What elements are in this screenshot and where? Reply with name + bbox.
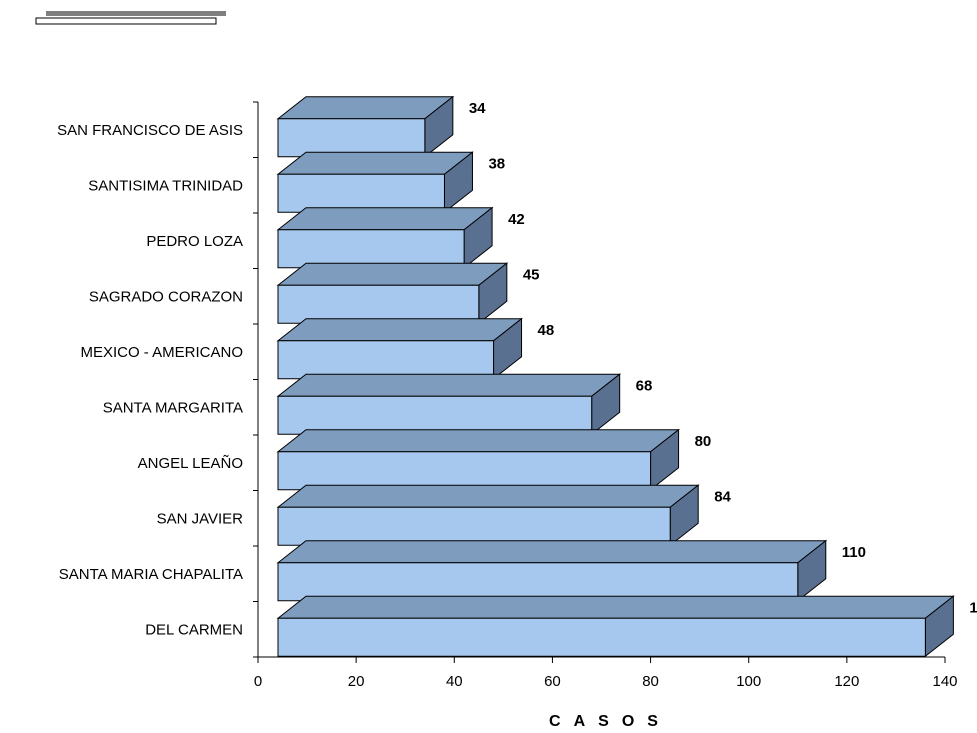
bar: [276, 151, 474, 214]
bar-top-face: [276, 429, 681, 453]
data-label: 38: [488, 155, 505, 172]
value-labels: 34 38 42 45 48 68 80 84 110 136: [469, 100, 977, 617]
x-tick-label: 140: [932, 673, 957, 690]
bar-front-face: [277, 173, 445, 213]
x-tick-label: 100: [736, 673, 761, 690]
data-label: 48: [538, 322, 555, 339]
data-label: 68: [636, 377, 653, 394]
category-label: SANTA MARGARITA: [103, 399, 243, 416]
data-label: 136: [969, 599, 977, 616]
data-label: 80: [695, 433, 712, 450]
bar: [276, 539, 828, 602]
category-label: DEL CARMEN: [145, 621, 243, 638]
data-label: 42: [508, 211, 525, 228]
category-label: SAGRADO CORAZON: [89, 288, 243, 305]
bar: [276, 484, 700, 547]
bar-top-face: [276, 373, 622, 397]
x-tick-label: 40: [446, 673, 463, 690]
category-label: PEDRO LOZA: [146, 233, 243, 250]
bar: [276, 595, 955, 658]
data-label: 110: [842, 544, 866, 561]
x-tick-label: 80: [642, 673, 659, 690]
category-label: SANTA MARIA CHAPALITA: [59, 566, 243, 583]
bar-front-face: [277, 284, 480, 324]
data-label: 45: [523, 266, 540, 283]
bar-top-face: [276, 262, 509, 286]
category-label: SAN FRANCISCO DE ASIS: [57, 122, 243, 139]
bar: [276, 95, 455, 158]
bar-front-face: [277, 340, 495, 380]
bar-front-face: [277, 617, 926, 657]
category-labels: SAN FRANCISCO DE ASIS SANTISIMA TRINIDAD P…: [57, 122, 243, 639]
legend-line-gray: [46, 11, 226, 16]
bar-top-face: [276, 484, 700, 508]
bar-top-face: [276, 595, 955, 619]
legend-stub: [35, 11, 226, 25]
category-label: SANTISIMA TRINIDAD: [88, 177, 243, 194]
data-label: 34: [469, 100, 486, 117]
category-label: SAN JAVIER: [157, 510, 244, 527]
bar-top-face: [276, 207, 494, 231]
bar-top-face: [276, 96, 455, 120]
bar-front-face: [277, 395, 593, 435]
bar-front-face: [277, 562, 799, 602]
x-tick-label: 20: [348, 673, 365, 690]
bar-front-face: [277, 229, 465, 269]
bar: [276, 317, 523, 380]
category-label: MEXICO - AMERICANO: [80, 344, 243, 361]
bar: [276, 373, 622, 436]
bar-top-face: [276, 540, 828, 564]
bar-top-face: [276, 151, 474, 175]
bar: [276, 428, 681, 491]
axes: [253, 101, 946, 663]
bars: [276, 95, 955, 658]
x-tick-label: 120: [834, 673, 859, 690]
data-label: 84: [714, 488, 731, 505]
bar-front-face: [277, 506, 671, 546]
legend-line-white: [35, 17, 217, 25]
bar-front-face: [277, 118, 426, 158]
bar: [276, 262, 509, 325]
category-label: ANGEL LEAÑO: [138, 455, 243, 472]
x-axis-title: CASOS: [549, 713, 671, 730]
bar-front-face: [277, 451, 652, 491]
bar-top-face: [276, 318, 523, 342]
x-tick-label: 60: [544, 673, 561, 690]
x-tick-label: 0: [254, 673, 262, 690]
bar: [276, 206, 494, 269]
x-tick-labels: 0 20 40 60 80 100 120 140: [254, 673, 958, 690]
